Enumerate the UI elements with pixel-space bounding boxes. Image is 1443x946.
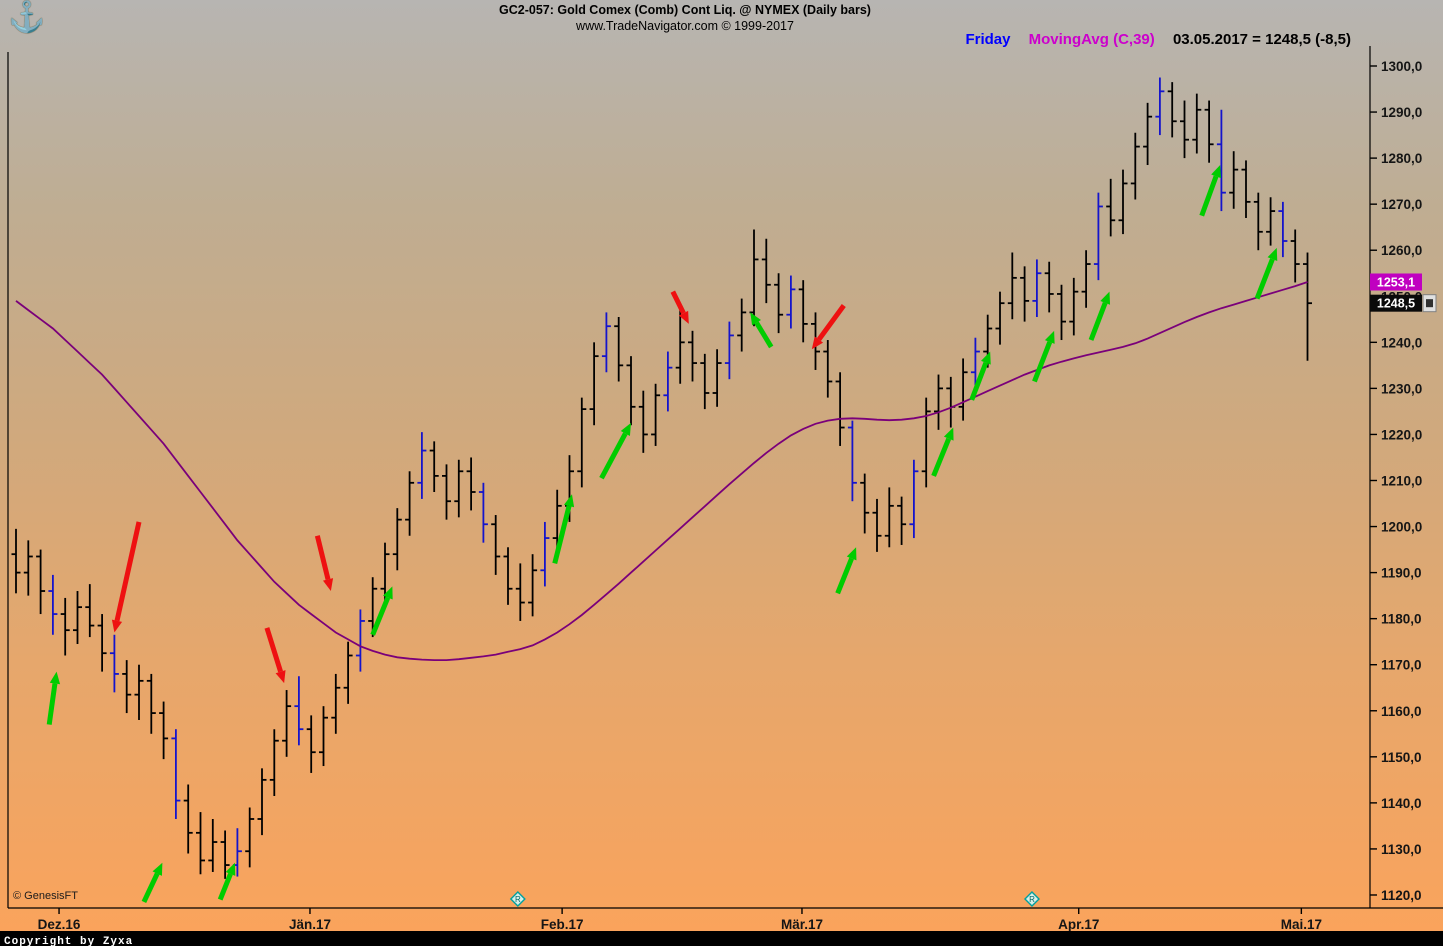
chart-header: GC2-057: Gold Comex (Comb) Cont Liq. @ N… [0,3,1370,33]
y-axis-label[interactable]: 1160,0 [1381,704,1422,719]
price-tag-text: 1248,5 [1377,297,1415,311]
price-tag-text: 1253,1 [1377,275,1415,289]
y-axis-label[interactable]: 1190,0 [1381,566,1422,581]
rollover-marker[interactable] [1023,891,1040,907]
buy-arrow-head [1100,291,1111,305]
legend-indicator[interactable]: MovingAvg (C,39) [1028,31,1155,48]
x-axis-label[interactable]: Dez.16 [38,917,81,932]
rollover-marker[interactable] [509,891,526,907]
y-axis-label[interactable]: 1170,0 [1381,658,1422,673]
buy-arrow [1032,341,1053,383]
sell-arrow-head [811,336,824,350]
y-axis-label[interactable]: 1140,0 [1381,796,1422,811]
buy-arrow-head [620,422,631,436]
x-axis-label[interactable]: Mär.17 [781,917,823,932]
price-tag[interactable] [1370,273,1422,291]
sell-arrow-head [678,310,689,324]
x-axis-label[interactable]: Apr.17 [1058,917,1099,932]
y-axis-label[interactable]: 1150,0 [1381,750,1422,765]
rollover-label: R [1029,895,1035,904]
buy-arrow-head [383,586,393,600]
buy-arrow [1254,258,1275,300]
buy-arrow [141,872,160,903]
y-axis-label[interactable]: 1270,0 [1381,197,1422,212]
legend-day[interactable]: Friday [965,31,1011,48]
rollover-label: R [515,895,521,904]
buy-arrow-head [1211,165,1221,179]
buy-arrow [552,505,572,564]
buy-arrow-head [225,862,236,876]
buy-arrow [754,321,774,349]
y-axis-label[interactable]: 1120,0 [1381,888,1422,903]
buy-arrow [1199,175,1219,217]
genesis-credit: © GenesisFT [13,890,78,902]
sell-arrow-head [275,670,286,684]
buy-arrow [46,683,58,725]
sell-arrow [114,521,142,622]
sell-arrow [314,535,331,580]
y-axis-label[interactable]: 1210,0 [1381,473,1422,488]
sell-arrow [670,290,686,315]
chart-legend: Friday MovingAvg (C,39) 03.05.2017 = 124… [951,31,1351,48]
buy-arrow-head [1044,330,1055,344]
y-axis-label[interactable]: 1300,0 [1381,59,1422,74]
tag-mini-glyph [1426,299,1433,308]
y-axis-label[interactable]: 1130,0 [1381,842,1422,857]
sell-arrow-head [322,578,334,592]
sell-arrow [816,304,846,342]
buy-arrow-head [49,671,61,685]
buy-arrow [370,596,391,636]
buy-arrow-head [750,312,761,326]
sell-arrow [264,627,283,673]
y-axis-label[interactable]: 1200,0 [1381,520,1422,535]
sell-arrow-head [111,619,123,633]
y-axis-label[interactable]: 1260,0 [1381,243,1422,258]
x-axis-label[interactable]: Mai.17 [1281,917,1322,932]
y-axis-label[interactable]: 1220,0 [1381,427,1422,442]
buy-arrow [969,361,989,401]
buy-arrow-head [564,494,575,508]
buy-arrow [931,437,952,477]
buy-arrow [217,872,233,901]
buy-arrow [599,432,628,480]
y-axis-label[interactable]: 1280,0 [1381,151,1422,166]
y-axis-label[interactable]: 1290,0 [1381,105,1422,120]
x-axis-label[interactable]: Feb.17 [541,917,584,932]
anchor-icon: ⚓ [8,1,46,34]
buy-arrow [1088,301,1108,341]
buy-arrow-head [981,351,991,365]
copyright-text: Copyright by Zyxa [4,936,134,946]
chart-subtitle: www.TradeNavigator.com © 1999-2017 [576,19,794,33]
buy-arrow-head [846,547,857,561]
moving-average-line [15,281,1308,661]
buy-arrow-head [1267,247,1278,261]
buy-arrow-head [152,862,163,876]
legend-quote: 03.05.2017 = 1248,5 (-8,5) [1172,31,1351,48]
x-axis-label[interactable]: Jän.17 [289,917,331,932]
buy-arrow [835,557,854,595]
copyright-bar: Copyright by Zyxa [0,931,1443,946]
price-tag[interactable] [1370,294,1422,312]
chart-title: GC2-057: Gold Comex (Comb) Cont Liq. @ N… [499,3,871,17]
y-axis-label[interactable]: 1240,0 [1381,335,1422,350]
y-axis-label[interactable]: 1180,0 [1381,612,1422,627]
y-axis-label[interactable]: 1230,0 [1381,381,1422,396]
buy-arrow-head [943,427,954,441]
